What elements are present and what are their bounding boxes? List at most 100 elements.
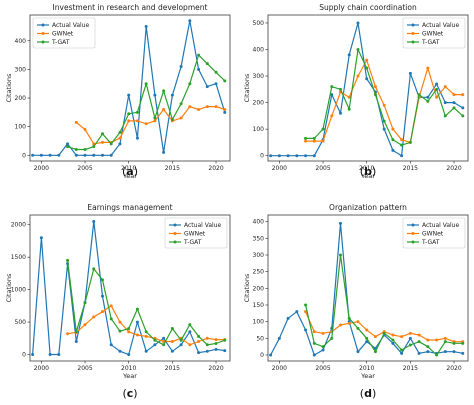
data-point-actual [365,77,369,81]
panel-letter: b [364,165,372,178]
x-tick-label: 2020 [208,165,223,172]
data-point-tgat [144,330,148,334]
data-point-tgat [109,317,113,321]
data-point-actual [400,154,404,158]
y-tick-label: 200 [253,285,265,292]
data-point-gwnet [365,58,369,62]
data-point-actual [295,154,299,158]
data-point-gwnet [356,74,360,78]
plot-frame [267,14,469,162]
legend-label: Actual Value [52,22,89,29]
panel-label: (d) [360,387,376,400]
legend-label: GWNet [184,231,206,238]
data-point-tgat [435,353,439,357]
data-point-actual [205,349,209,353]
data-point-gwnet [400,138,404,142]
data-point-actual [170,93,174,97]
data-point-actual [223,349,227,353]
data-point-tgat [66,258,70,262]
data-point-tgat [66,145,70,149]
data-point-gwnet [118,320,122,324]
data-point-actual [382,127,386,131]
y-tick-label: 0 [260,153,264,160]
x-tick-label: 2015 [165,365,180,372]
data-point-actual [31,353,35,357]
x-tick-label: 2015 [403,165,418,172]
legend-label: GWNet [422,231,444,238]
y-axis-label: Citations [243,73,251,102]
plot-frame [29,14,231,162]
series-line-tgat [67,54,226,151]
legend-marker-actual [173,223,177,227]
data-point-tgat [347,107,351,111]
data-point-actual [92,219,96,223]
data-point-tgat [321,345,325,349]
x-tick-label: 2015 [403,365,418,372]
data-point-gwnet [127,330,131,334]
data-point-actual [179,65,183,69]
data-point-gwnet [153,119,157,123]
panel-letter: a [126,165,133,178]
x-tick-label: 2000 [34,165,49,172]
data-point-actual [214,347,218,351]
data-point-gwnet [304,310,308,314]
y-tick-label: 300 [253,73,265,80]
data-point-gwnet [135,119,139,123]
data-point-actual [435,82,439,86]
data-point-actual [338,111,342,115]
data-point-actual [269,353,273,357]
y-tick-label: 0 [22,352,26,359]
data-point-actual [286,154,290,158]
data-point-gwnet [74,120,78,124]
data-point-gwnet [92,315,96,319]
data-point-actual [286,316,290,320]
data-point-actual [66,142,70,146]
data-point-gwnet [400,335,404,339]
data-point-actual [188,330,192,334]
data-point-actual [277,154,281,158]
data-point-tgat [312,136,316,140]
series-tgat [304,253,465,357]
data-point-gwnet [135,333,139,337]
y-axis-label: Citations [5,73,13,102]
data-point-gwnet [83,128,87,132]
data-point-actual [443,101,447,105]
x-axis-label: Year [360,172,375,180]
data-point-gwnet [382,103,386,107]
legend-marker-tgat [41,40,45,44]
legend-marker-tgat [411,240,415,244]
y-tick-label: 150 [253,302,265,309]
data-point-tgat [179,338,183,342]
y-tick-label: 400 [253,219,265,226]
data-point-actual [214,82,218,86]
data-point-actual [39,236,43,240]
data-point-gwnet [109,304,113,308]
data-point-tgat [135,307,139,311]
data-point-actual [118,142,122,146]
y-tick-label: 400 [253,47,265,54]
x-tick-label: 2015 [165,165,180,172]
x-tick-label: 2005 [315,165,330,172]
data-point-gwnet [435,338,439,342]
data-point-tgat [461,341,465,345]
data-point-gwnet [443,336,447,340]
data-point-tgat [417,93,421,97]
data-point-actual [153,93,157,97]
data-point-tgat [205,62,209,66]
y-tick-label: 300 [253,252,265,259]
data-point-actual [162,150,166,154]
data-point-gwnet [205,336,209,340]
data-point-gwnet [391,333,395,337]
data-point-gwnet [100,310,104,314]
chart-title: Supply chain coordination [319,3,417,12]
data-point-tgat [443,340,447,344]
legend-marker-actual [41,23,45,27]
data-point-gwnet [170,340,174,344]
data-point-actual [443,350,447,354]
data-point-gwnet [391,127,395,131]
y-tick-label: 350 [253,235,265,242]
x-tick-label: 2020 [208,365,223,372]
